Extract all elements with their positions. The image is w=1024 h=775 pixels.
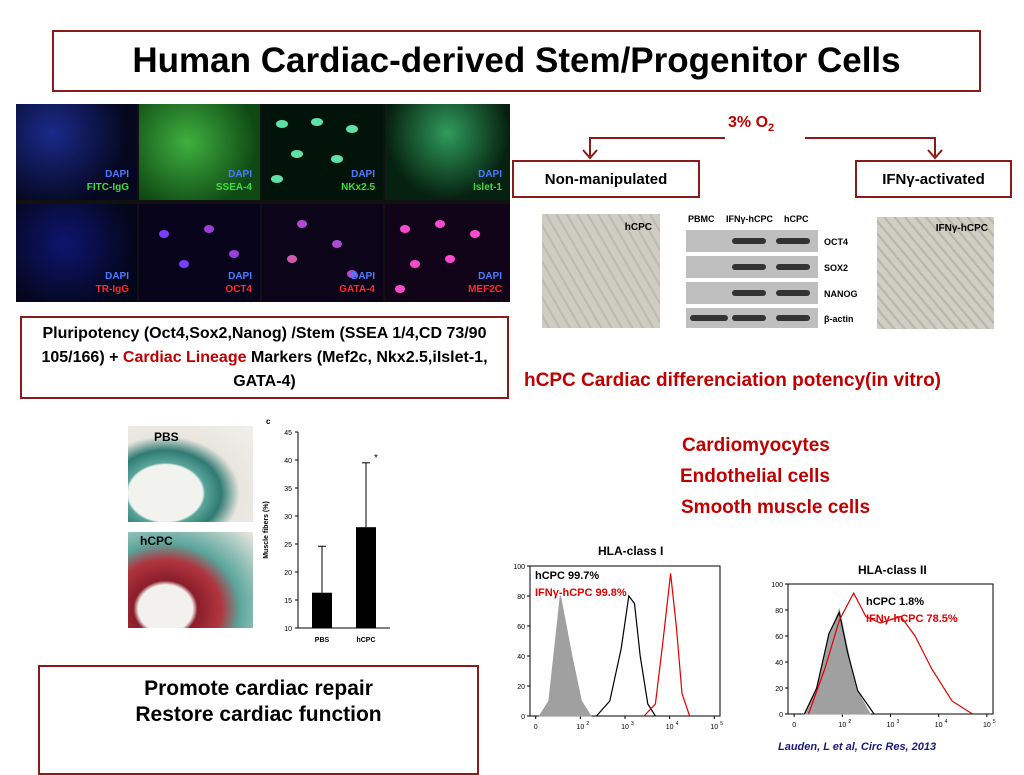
hcpc-histogram [803,610,875,715]
x-tick-label: 10 [666,724,674,731]
panel-mef2c: DAPI MEF2C [385,204,510,302]
markers-box: Pluripotency (Oct4,Sox2,Nanog) /Stem (SS… [20,316,509,399]
y-tick-label: 100 [513,564,525,571]
x-tick-label: 0 [792,722,796,729]
x-tick-exponent: 3 [897,719,900,725]
panel-islet1: DAPI Islet-1 [385,104,510,200]
y-tick-label: 60 [517,624,525,631]
legend-ifn-hcpc: IFNγ-hCPC 99.8% [535,587,627,599]
x-tick-label: 10 [710,724,718,731]
x-tick-exponent: 4 [676,721,679,727]
isotype-histogram [538,595,592,717]
hcpc-histogram [596,594,656,717]
y-tick-label: 35 [284,486,292,493]
ifn-activated-box: IFNγ-activated [855,160,1012,198]
x-tick-label: hCPC [356,637,375,644]
title-box: Human Cardiac-derived Stem/Progenitor Ce… [52,30,981,92]
diff-cardiomyocytes: Cardiomyocytes [682,435,830,456]
y-tick-label: 15 [284,598,292,605]
x-tick-label: PBS [315,637,330,644]
y-tick-label: 0 [779,712,783,719]
bar-pbs [312,592,332,628]
flow2-title: HLA-class II [858,563,927,577]
y-tick-label: 10 [284,626,292,633]
x-tick-label: 10 [983,722,991,729]
flow1-title: HLA-class I [598,544,664,558]
diff-endothelial: Endothelial cells [680,466,830,487]
x-tick-label: 10 [935,722,943,729]
y-tick-label: 20 [775,686,783,693]
x-tick-exponent: 3 [631,721,634,727]
bar-hcpc [356,527,376,628]
potency-title: hCPC Cardiac differenciation potency(in … [524,370,941,391]
y-tick-label: 20 [517,684,525,691]
branch-arrows [582,137,943,160]
x-tick-label: 10 [838,722,846,729]
non-manipulated-box: Non-manipulated [512,160,700,198]
y-tick-label: 20 [284,570,292,577]
histology-hcpc: hCPC [128,532,253,628]
x-tick-exponent: 5 [993,719,996,725]
ifn-hcpc-brightfield: IFNγ-hCPC [877,217,994,329]
ifn-hcpc-histogram [643,573,691,717]
y-tick-label: 40 [517,654,525,661]
y-tick-label: 0 [521,714,525,721]
panel-nkx25: DAPI NKx2.5 [262,104,383,200]
histology-pbs: PBS [128,426,253,522]
panel-tr-igg: DAPI TR-IgG [16,204,137,302]
y-tick-label: 80 [517,594,525,601]
x-tick-label: 0 [534,724,538,731]
panel-label: c [266,417,271,426]
western-blot: PBMC IFNγ-hCPC hCPC OCT4 SOX2 NANOG β-ac… [684,214,864,330]
y-tick-label: 40 [775,660,783,667]
oxygen-label: 3% O2 [728,114,775,135]
panel-fitc-igg: DAPI FITC-IgG [16,104,137,200]
hcpc-brightfield: hCPC [542,214,660,328]
x-tick-exponent: 5 [720,721,723,727]
significance-marker: * [374,453,378,464]
y-tick-label: 100 [771,582,783,589]
legend-ifn-hcpc: IFNγ-hCPC 78.5% [866,613,958,625]
y-tick-label: 40 [284,458,292,465]
x-tick-exponent: 2 [586,721,589,727]
y-tick-label: 45 [284,430,292,437]
markers-text: Pluripotency (Oct4,Sox2,Nanog) /Stem (SS… [41,325,488,390]
x-tick-label: 10 [887,722,895,729]
y-tick-label: 30 [284,514,292,521]
differentiation-list: Cardiomyocytes Endothelial cells Smooth … [680,430,870,523]
y-tick-label: 25 [284,542,292,549]
x-tick-label: 10 [621,724,629,731]
x-tick-label: 10 [576,724,584,731]
diff-smooth-muscle: Smooth muscle cells [681,497,871,518]
x-tick-exponent: 4 [945,719,948,725]
y-tick-label: 80 [775,608,783,615]
page-title: Human Cardiac-derived Stem/Progenitor Ce… [132,41,901,80]
immunofluorescence-grid: DAPI FITC-IgG DAPI SSEA-4 DAPI NKx2.5 DAPI I… [16,104,510,302]
y-axis-label: Muscle fibers (%) [263,501,270,559]
panel-ssea4: DAPI SSEA-4 [139,104,260,200]
x-tick-exponent: 2 [848,719,851,725]
repair-box: Promote cardiac repair Restore cardiac f… [38,665,479,775]
ifn-hcpc-histogram [807,591,973,715]
legend-hcpc: hCPC 1.8% [866,596,924,608]
legend-hcpc: hCPC 99.7% [535,570,599,582]
y-tick-label: 60 [775,634,783,641]
citation: Lauden, L et al, Circ Res, 2013 [778,741,937,753]
panel-gata4: DAPI GATA-4 [262,204,383,302]
panel-oct4: DAPI OCT4 [139,204,260,302]
muscle-fibers-bar-chart: c 10 15 20 25 30 35 40 45 Muscle fibers (%) PBS hCP… [263,417,390,644]
